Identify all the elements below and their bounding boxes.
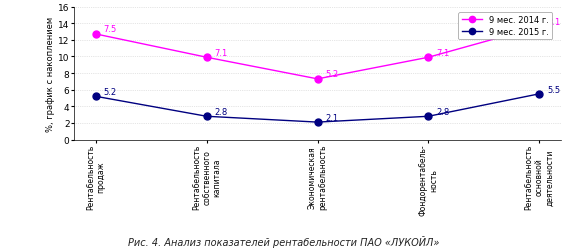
- 9 мес. 2014 г.: [314, 78, 321, 81]
- Text: 7.1: 7.1: [214, 48, 228, 58]
- Text: 7.1: 7.1: [436, 48, 450, 58]
- Text: 2.1: 2.1: [325, 114, 338, 122]
- Text: 5.2: 5.2: [104, 88, 117, 97]
- Text: Рис. 4. Анализ показателей рентабельности ПАО «ЛУКОЙЛ»: Рис. 4. Анализ показателей рентабельност…: [128, 235, 439, 247]
- Text: 8.1: 8.1: [547, 18, 560, 27]
- Text: 5.5: 5.5: [547, 86, 560, 94]
- Line: 9 мес. 2014 г.: 9 мес. 2014 г.: [92, 24, 543, 83]
- 9 мес. 2015 г.: [314, 121, 321, 124]
- 9 мес. 2015 г.: [204, 115, 210, 118]
- 9 мес. 2015 г.: [92, 96, 99, 98]
- Legend: 9 мес. 2014 г., 9 мес. 2015 г.: 9 мес. 2014 г., 9 мес. 2015 г.: [458, 13, 552, 40]
- 9 мес. 2014 г.: [425, 56, 431, 59]
- Text: 7.5: 7.5: [104, 25, 117, 34]
- Text: 5.2: 5.2: [325, 70, 338, 79]
- 9 мес. 2014 г.: [204, 56, 210, 59]
- Line: 9 мес. 2015 г.: 9 мес. 2015 г.: [92, 91, 543, 126]
- 9 мес. 2014 г.: [536, 26, 543, 29]
- 9 мес. 2015 г.: [536, 93, 543, 96]
- 9 мес. 2014 г.: [92, 33, 99, 36]
- 9 мес. 2015 г.: [425, 115, 431, 118]
- Text: 2.8: 2.8: [436, 108, 450, 117]
- Text: 2.8: 2.8: [214, 108, 228, 117]
- Y-axis label: %, график с накоплением: %, график с накоплением: [46, 16, 55, 131]
